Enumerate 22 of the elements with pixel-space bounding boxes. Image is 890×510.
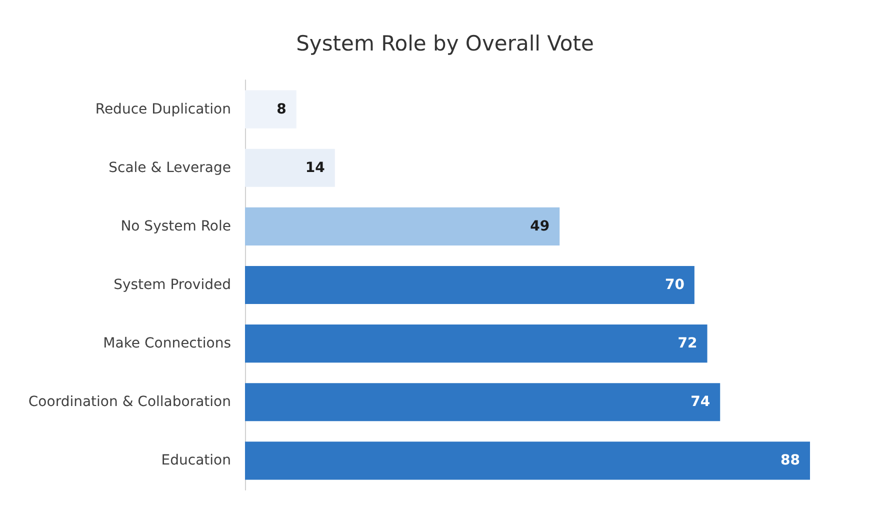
bar [245, 324, 708, 363]
data-label: 8 [276, 101, 286, 118]
bar [245, 148, 335, 187]
data-label: 74 [690, 394, 710, 410]
bar [245, 90, 296, 128]
y-tick-label: Make Connections [103, 336, 231, 352]
y-tick-label: No System Role [120, 218, 231, 234]
y-tick-label: System Provided [114, 277, 231, 293]
y-tick-label: Education [161, 452, 231, 469]
bar [245, 266, 694, 304]
bar [245, 442, 810, 480]
data-label: 14 [305, 160, 326, 176]
chart-title: System Role by Overall Vote [296, 32, 594, 56]
y-tick-label: Coordination & Collaboration [28, 394, 231, 410]
data-label: 49 [530, 218, 550, 234]
data-label: 88 [780, 452, 800, 469]
bar [245, 207, 560, 246]
y-tick-label: Reduce Duplication [95, 101, 231, 118]
data-label: 72 [678, 336, 698, 352]
bar [245, 383, 720, 422]
y-tick-label: Scale & Leverage [108, 160, 231, 176]
data-label: 70 [664, 277, 685, 293]
